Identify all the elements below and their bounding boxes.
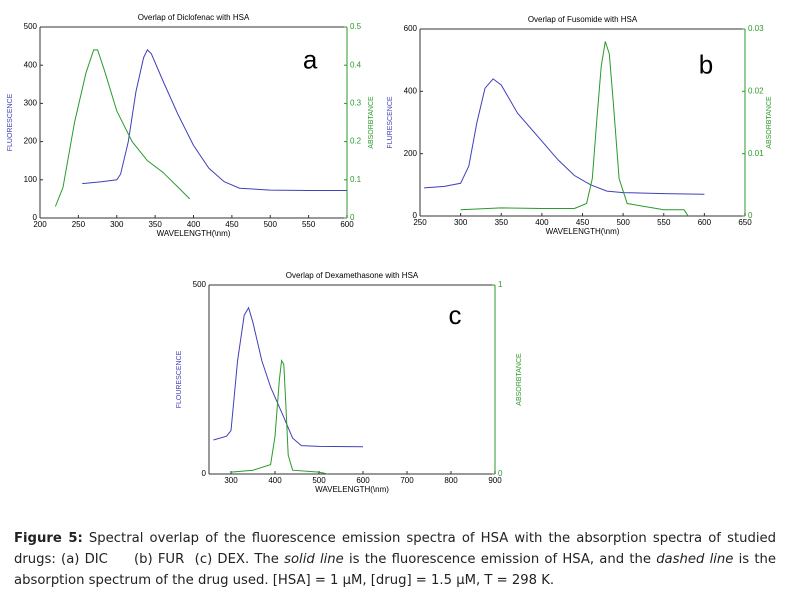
x-tick-label: 600 (356, 476, 370, 485)
data-line (230, 359, 328, 475)
x-tick-label: 400 (535, 218, 549, 227)
caption-run: Figure 5: (14, 531, 83, 546)
y-tick-label: 200 (24, 137, 38, 146)
y-tick-label: 0 (33, 213, 38, 222)
chart-title: Overlap of Dexamethasone with HSA (286, 271, 419, 280)
y-axis-label: FLUORESCENCE (7, 93, 14, 151)
x-tick-label: 200 (33, 220, 47, 229)
x-axis-label: WAVELENGTH(\nm) (315, 485, 389, 494)
x-tick-label: 450 (225, 220, 239, 229)
data-line (54, 49, 191, 207)
y2-tick-label: 0.1 (350, 175, 362, 184)
y2-tick-label: 0 (498, 469, 503, 478)
data-line (213, 306, 364, 448)
x-tick-label: 500 (264, 220, 278, 229)
y2-tick-label: 0.2 (350, 137, 362, 146)
chart-title: Overlap of Fusomide with HSA (528, 15, 638, 24)
x-tick-label: 250 (413, 218, 427, 227)
caption-run: is the absorption spectrum of the drug u… (14, 552, 776, 588)
x-tick-label: 350 (148, 220, 162, 229)
x-tick-label: 300 (454, 218, 468, 227)
y2-axis-label: ABSORBTANCE (766, 96, 773, 149)
y-tick-label: 300 (24, 99, 38, 108)
x-tick-label: 500 (616, 218, 630, 227)
panel-letter: a (303, 44, 318, 74)
y-tick-label: 100 (24, 175, 38, 184)
x-tick-label: 600 (340, 220, 354, 229)
panel-letter: c (448, 300, 461, 330)
y-axis-label: FLOURESCENCE (176, 350, 183, 408)
y2-tick-label: 0.3 (350, 99, 362, 108)
y-tick-label: 400 (24, 60, 38, 69)
y2-tick-label: 0.4 (350, 60, 362, 69)
y-tick-label: 500 (193, 280, 207, 289)
caption-run: dashed line (656, 552, 734, 567)
x-tick-label: 900 (488, 476, 502, 485)
y2-tick-label: 0 (350, 213, 355, 222)
x-tick-label: 700 (400, 476, 414, 485)
x-tick-label: 300 (110, 220, 124, 229)
x-tick-label: 600 (698, 218, 712, 227)
data-line (424, 78, 705, 195)
y2-tick-label: 0 (748, 211, 753, 220)
data-line (460, 41, 689, 217)
y2-tick-label: 0.02 (748, 86, 764, 95)
y-tick-label: 0 (413, 211, 418, 220)
chart-title: Overlap of Diclofenac with HSA (138, 13, 250, 22)
x-tick-label: 550 (302, 220, 316, 229)
y2-tick-label: 0.5 (350, 22, 362, 31)
y-tick-label: 400 (404, 86, 418, 95)
x-tick-label: 400 (187, 220, 201, 229)
y-tick-label: 500 (24, 22, 38, 31)
y-tick-label: 600 (404, 24, 418, 33)
caption-run: solid line (284, 552, 344, 567)
y2-tick-label: 0.01 (748, 149, 764, 158)
y2-tick-label: 1 (498, 280, 503, 289)
x-axis-label: WAVELENGTH(\nm) (157, 229, 231, 238)
x-tick-label: 650 (738, 218, 752, 227)
x-tick-label: 800 (444, 476, 458, 485)
x-tick-label: 550 (657, 218, 671, 227)
caption: Figure 5: Spectral overlap of the fluore… (14, 528, 776, 591)
caption-run: Spectral overlap of the fluorescence emi… (14, 531, 776, 567)
x-tick-label: 350 (495, 218, 509, 227)
y-tick-label: 0 (202, 469, 207, 478)
x-tick-label: 250 (72, 220, 86, 229)
x-tick-label: 500 (312, 476, 326, 485)
x-tick-label: 300 (224, 476, 238, 485)
y2-axis-label: ABSORBTANCE (368, 96, 375, 149)
y-axis-label: FLURESCENCE (387, 96, 394, 148)
data-line (82, 49, 347, 191)
figure: Overlap of Diclofenac with HSA 200 250 300 3… (7, 13, 773, 494)
panel-letter: b (699, 49, 713, 79)
y2-tick-label: 0.03 (748, 24, 764, 33)
x-tick-label: 450 (576, 218, 590, 227)
x-axis-label: WAVELENGTH(\nm) (546, 227, 620, 236)
x-tick-label: 400 (268, 476, 282, 485)
caption-run: is the fluorescence emission of HSA, and… (343, 552, 657, 567)
y2-axis-label: ABSORBTANCE (516, 353, 523, 406)
y-tick-label: 200 (404, 149, 418, 158)
